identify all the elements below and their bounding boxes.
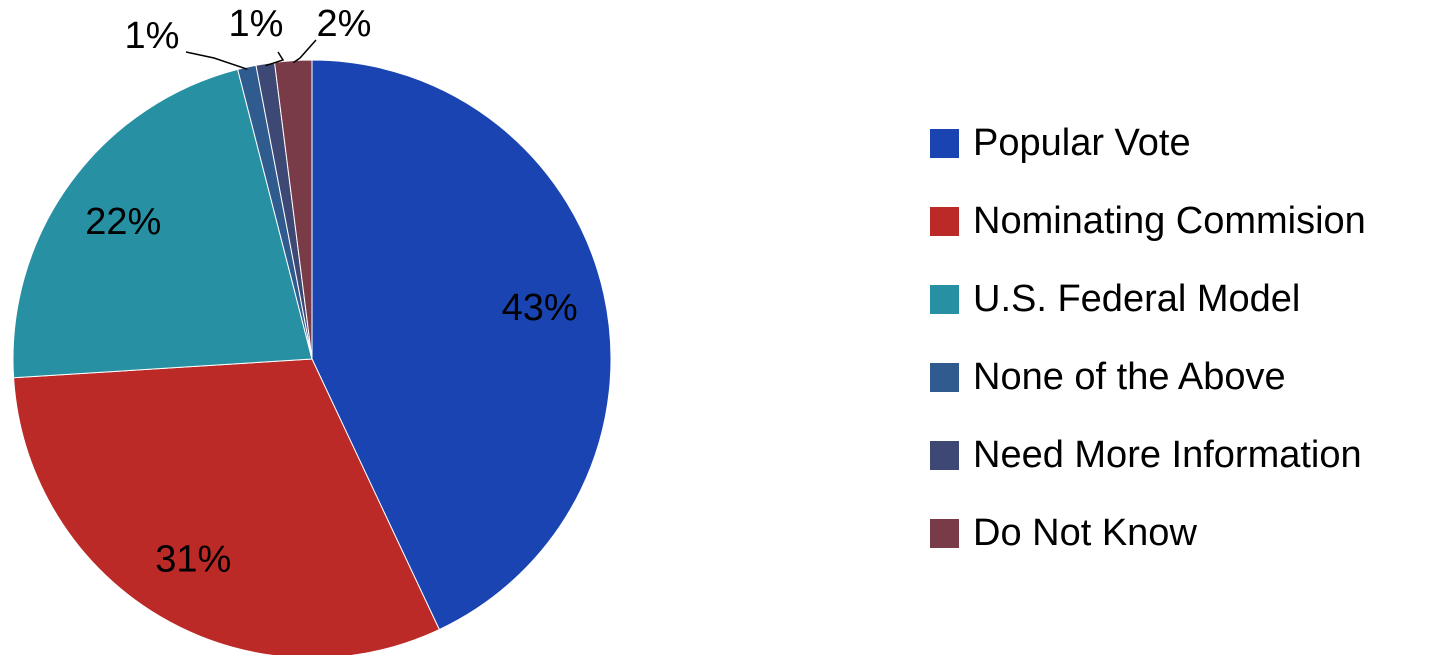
slice-label-nominating-commision: 31% xyxy=(155,539,231,581)
legend-label: None of the Above xyxy=(973,355,1286,398)
legend-label: Need More Information xyxy=(973,433,1362,476)
legend-swatch xyxy=(930,440,959,470)
slice-label-need-more-information: 1% xyxy=(229,3,284,45)
slice-label-none-of-the-above: 1% xyxy=(125,15,180,57)
legend-label: Do Not Know xyxy=(973,511,1197,554)
leader-line-need-more-information xyxy=(265,51,285,67)
legend-item-do-not-know: Do Not Know xyxy=(930,494,1366,572)
slice-label-u-s-federal-model: 22% xyxy=(85,201,161,243)
legend-label: Popular Vote xyxy=(973,121,1191,164)
slice-label-do-not-know: 2% xyxy=(317,3,372,45)
slice-label-popular-vote: 43% xyxy=(502,287,578,329)
legend-swatch xyxy=(930,128,959,158)
legend-label: Nominating Commision xyxy=(973,199,1366,242)
legend-item-u-s-federal-model: U.S. Federal Model xyxy=(930,260,1366,338)
legend: Popular Vote Nominating Commision U.S. Fed… xyxy=(930,104,1366,572)
leader-line-do-not-know xyxy=(292,39,317,64)
legend-item-need-more-information: Need More Information xyxy=(930,416,1366,494)
slice-labels: 43% 31% 22% 1% 1% 2% xyxy=(85,3,577,581)
legend-swatch xyxy=(930,362,959,392)
pie-slices xyxy=(12,59,612,655)
slice-nominating-commision xyxy=(13,358,440,655)
legend-item-popular-vote: Popular Vote xyxy=(930,104,1366,182)
legend-swatch xyxy=(930,518,959,548)
legend-item-none-of-the-above: None of the Above xyxy=(930,338,1366,416)
legend-swatch xyxy=(930,284,959,314)
leader-lines xyxy=(185,39,317,70)
legend-label: U.S. Federal Model xyxy=(973,277,1301,320)
slice-u-s-federal-model xyxy=(12,68,313,379)
leader-line-none-of-the-above xyxy=(185,51,248,70)
slice-popular-vote xyxy=(311,59,612,631)
legend-swatch xyxy=(930,206,959,236)
legend-item-nominating-commision: Nominating Commision xyxy=(930,182,1366,260)
